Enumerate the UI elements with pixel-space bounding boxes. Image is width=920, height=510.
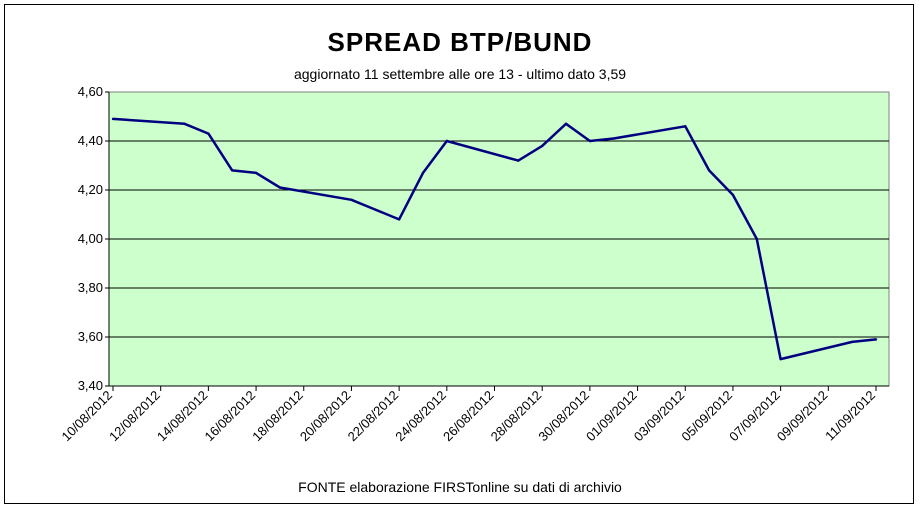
y-tick-label: 4,20 <box>78 182 103 197</box>
y-tick-label: 4,60 <box>78 84 103 99</box>
x-tick-label: 05/09/2012 <box>678 388 735 445</box>
data-point <box>111 117 115 121</box>
x-tick-label: 11/09/2012 <box>822 388 878 444</box>
data-point <box>421 171 425 175</box>
data-point <box>254 171 258 175</box>
data-point <box>850 340 854 344</box>
chart-footnote: FONTE elaborazione FIRSTonline su dati d… <box>298 479 622 495</box>
x-tick-label: 07/09/2012 <box>726 388 783 445</box>
x-tick-label: 18/08/2012 <box>249 388 306 445</box>
x-tick-label: 26/08/2012 <box>440 388 497 445</box>
y-tick-label: 3,60 <box>78 329 103 344</box>
data-point <box>540 144 544 148</box>
data-point <box>183 122 186 126</box>
x-tick-label: 14/08/2012 <box>154 388 211 445</box>
x-tick-label: 10/08/2012 <box>58 388 115 445</box>
x-tick-label: 30/08/2012 <box>535 388 592 445</box>
data-point <box>612 137 615 140</box>
x-tick-label: 28/08/2012 <box>488 388 545 445</box>
data-point <box>278 186 282 189</box>
data-point <box>731 193 735 197</box>
data-point <box>231 169 234 172</box>
x-tick-label: 12/08/2012 <box>106 388 163 445</box>
x-tick-label: 01/09/2012 <box>583 388 640 445</box>
data-point <box>374 208 377 211</box>
x-tick-label: 16/08/2012 <box>202 388 259 445</box>
data-point <box>207 132 210 135</box>
x-tick-label: 24/08/2012 <box>392 388 449 445</box>
y-tick-label: 4,00 <box>78 231 103 246</box>
chart-title: SPREAD BTP/BUND <box>327 27 593 57</box>
chart-subtitle: aggiornato 11 settembre alle ore 13 - ul… <box>293 66 627 82</box>
data-point <box>350 198 353 201</box>
data-point <box>779 357 782 361</box>
y-tick-label: 3,40 <box>78 378 103 393</box>
y-tick-label: 3,80 <box>78 280 103 295</box>
data-point <box>874 338 878 341</box>
x-tick-label: 22/08/2012 <box>345 388 402 445</box>
data-point <box>564 122 568 126</box>
line-chart: 3,40 3,60 3,80 4,00 4,20 4,40 4,60 10/08/201212… <box>58 84 890 445</box>
data-point <box>684 125 687 128</box>
chart-frame: SPREAD BTP/BUND aggiornato 11 settembre … <box>4 4 914 504</box>
data-point <box>588 139 592 143</box>
data-point <box>397 218 401 221</box>
data-point <box>707 169 711 172</box>
y-tick-label: 4,40 <box>78 133 103 148</box>
x-tick-label: 03/09/2012 <box>631 388 688 445</box>
x-tick-label: 20/08/2012 <box>297 388 354 445</box>
x-tick-label: 09/09/2012 <box>774 388 831 445</box>
data-point <box>517 159 520 162</box>
data-point <box>445 139 449 143</box>
data-point <box>755 237 758 241</box>
